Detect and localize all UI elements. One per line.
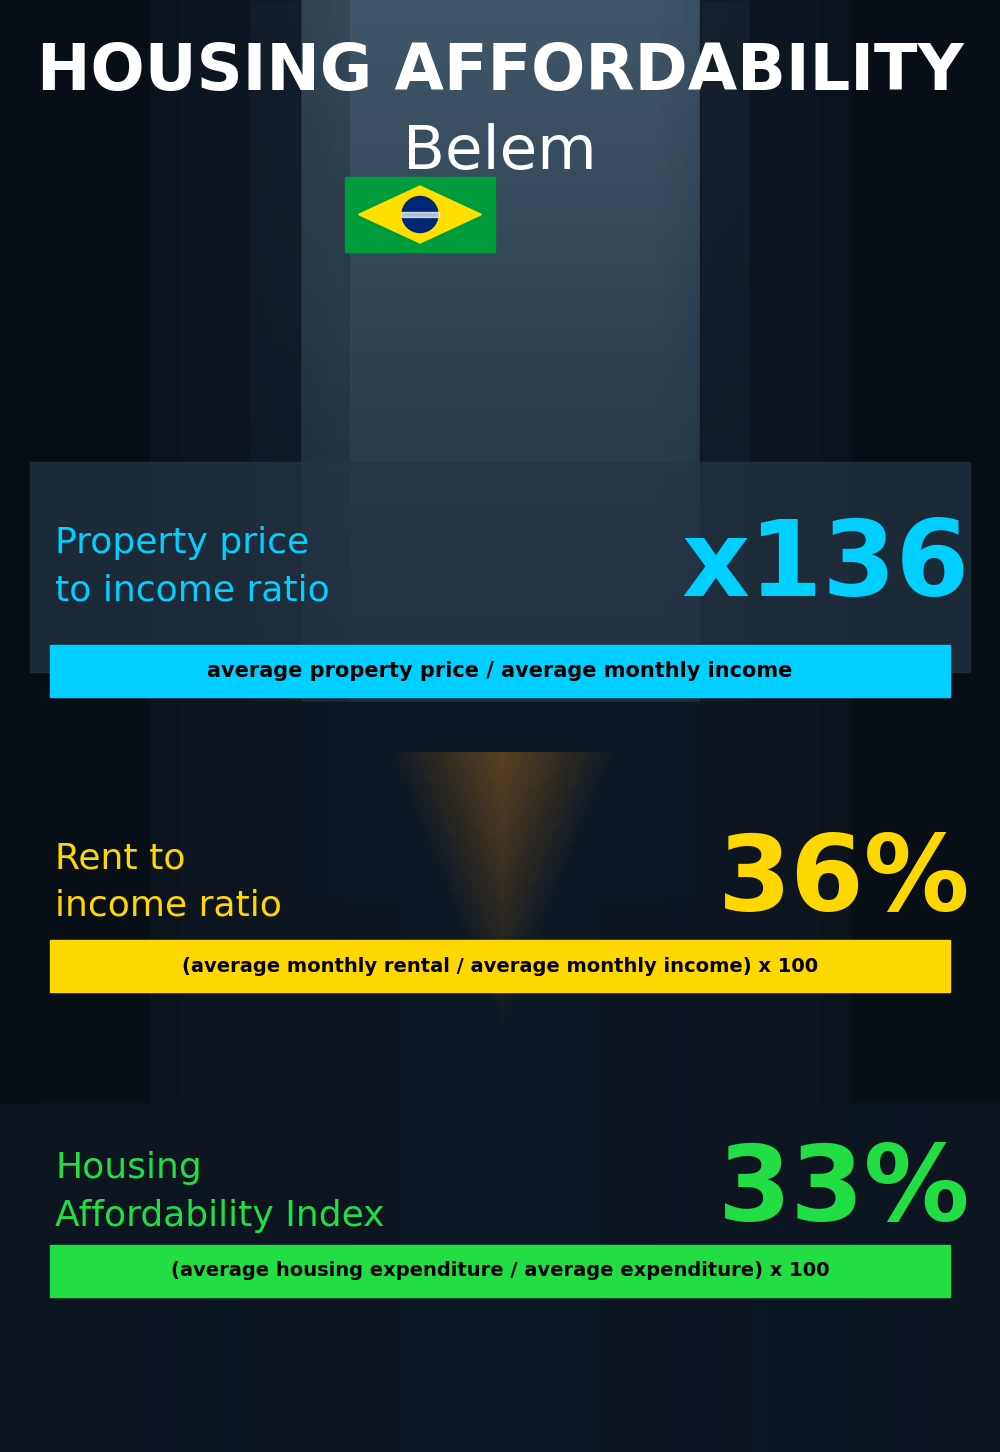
Text: (average monthly rental / average monthly income) x 100: (average monthly rental / average monthl… — [182, 957, 818, 976]
Bar — [600, 902, 750, 1452]
Text: Property price
to income ratio: Property price to income ratio — [55, 526, 330, 608]
Bar — [150, 0, 300, 1252]
Bar — [700, 0, 850, 1252]
Bar — [50, 1244, 950, 1297]
Bar — [50, 645, 950, 697]
Text: x136: x136 — [682, 515, 970, 619]
Text: Housing
Affordability Index: Housing Affordability Index — [55, 1151, 384, 1233]
Text: average property price / average monthly income: average property price / average monthly… — [207, 661, 793, 681]
Bar — [50, 939, 950, 992]
Polygon shape — [358, 186, 482, 242]
Bar — [0, 0, 180, 1102]
Text: HOUSING AFFORDABILITY: HOUSING AFFORDABILITY — [37, 41, 963, 103]
Text: 33%: 33% — [717, 1141, 970, 1243]
Bar — [30, 462, 970, 672]
Bar — [820, 0, 1000, 1102]
Bar — [345, 177, 495, 253]
Circle shape — [402, 196, 438, 232]
Bar — [250, 902, 400, 1452]
Text: 36%: 36% — [717, 831, 970, 934]
Text: (average housing expenditure / average expenditure) x 100: (average housing expenditure / average e… — [171, 1262, 829, 1281]
Text: Belem: Belem — [403, 122, 597, 182]
Bar — [401, 212, 439, 216]
Text: Rent to
income ratio: Rent to income ratio — [55, 841, 282, 923]
